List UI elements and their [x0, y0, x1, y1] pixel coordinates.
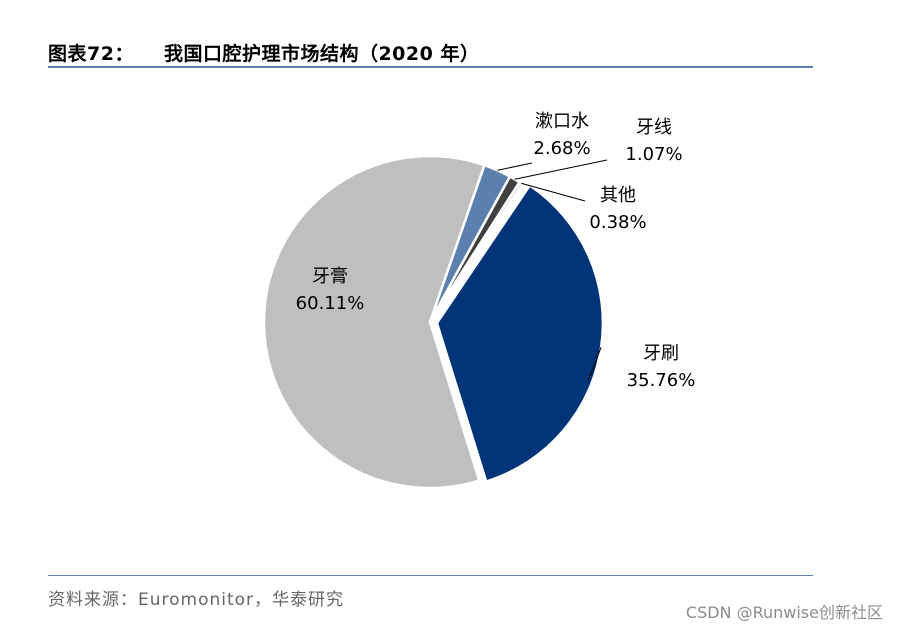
slice-name-mouthwash: 漱口水: [535, 111, 589, 132]
title-divider: [48, 66, 813, 68]
slice-value-toothpaste: 60.11%: [296, 293, 365, 314]
source-note: 资料来源：Euromonitor，华泰研究: [48, 590, 345, 610]
leader-mouthwash: [497, 162, 533, 171]
watermark: CSDN @Runwise创新社区: [685, 603, 883, 622]
slice-value-other: 0.38%: [589, 212, 646, 233]
slice-name-other: 其他: [600, 185, 636, 206]
leader-other: [521, 182, 586, 202]
slice-name-toothpaste: 牙膏: [312, 265, 348, 287]
slice-value-mouthwash: 2.68%: [533, 138, 590, 159]
figure-title: 我国口腔护理市场结构（2020 年）: [163, 43, 480, 65]
pie-slices: [262, 154, 605, 490]
slice-value-floss: 1.07%: [625, 144, 682, 165]
leader-floss: [514, 159, 608, 180]
slice-toothpaste: [262, 154, 486, 490]
leader-toothbrush: [587, 346, 602, 382]
chart-title: 图表72： 我国口腔护理市场结构（2020 年）: [48, 39, 479, 66]
slice-value-toothbrush: 35.76%: [627, 370, 696, 391]
slice-name-floss: 牙线: [636, 117, 672, 138]
slice-name-toothbrush: 牙刷: [643, 343, 679, 364]
footer-divider: [48, 575, 813, 576]
figure-number: 图表72：: [48, 43, 134, 65]
leader-lines: [497, 159, 608, 382]
